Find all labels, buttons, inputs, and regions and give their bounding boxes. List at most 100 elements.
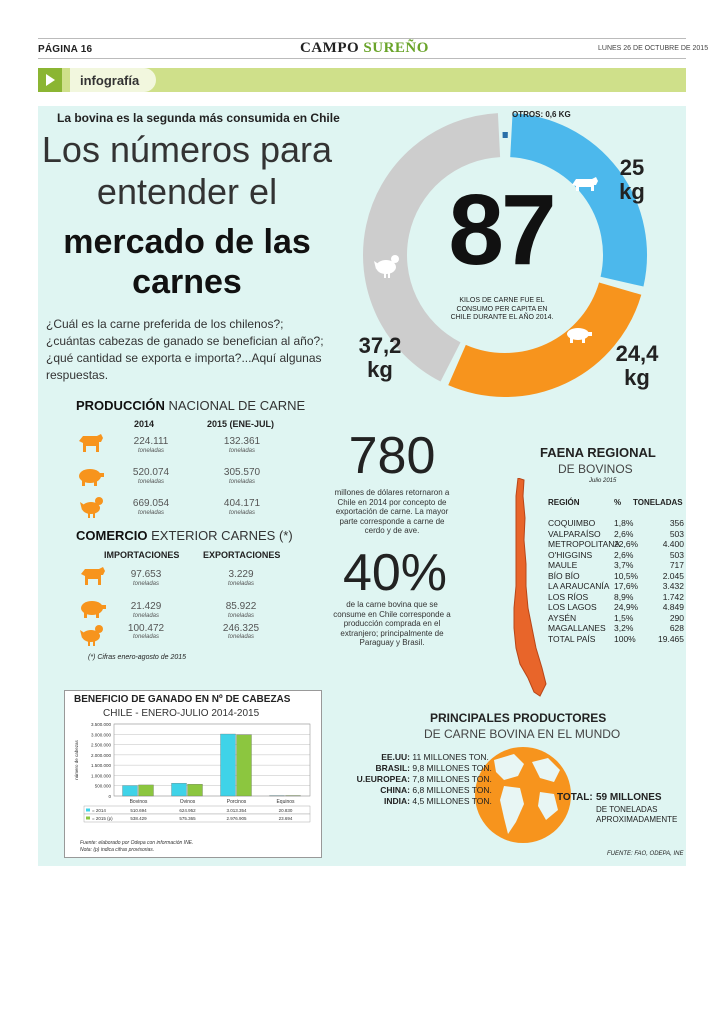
- productores-subtitle: DE CARNE BOVINA EN EL MUNDO: [424, 727, 621, 741]
- chart-category-label: Porcinos: [227, 799, 247, 805]
- faena-header-pct: %: [614, 498, 622, 507]
- produccion-header-2014: 2014: [134, 419, 155, 429]
- produccion-title-bold: PRODUCCIÓN: [76, 398, 165, 413]
- productores-total-label: TOTAL:: [557, 792, 593, 803]
- chart-data-label: 624.952: [179, 808, 196, 813]
- porcino-kg-unit: kg: [624, 365, 650, 390]
- play-icon: [46, 74, 55, 86]
- header-rule-top: [38, 38, 686, 39]
- chart-bar-2015: [187, 784, 203, 797]
- comercio-unit: toneladas: [132, 613, 160, 619]
- faena-region: AYSÉN: [548, 612, 577, 623]
- faena-pct: 24,9%: [614, 602, 639, 612]
- chart-ytick: 2.500.000: [91, 743, 112, 748]
- consumption-total: 87: [448, 174, 556, 286]
- faena-ton: 290: [669, 612, 684, 623]
- chart-data-label: 3.013.354: [226, 808, 247, 813]
- stat-780-number: 780: [348, 427, 436, 485]
- stat-40-text: de la carne bovina que se consume en Chi…: [333, 600, 451, 647]
- chart-plot-area: [113, 723, 311, 797]
- intro-text: ¿Cuál es la carne preferida de los chile…: [46, 317, 324, 382]
- pig-icon: [79, 469, 104, 486]
- comercio-ave-imp: 100.472: [127, 623, 165, 634]
- issue-date: LUNES 26 DE OCTUBRE DE 2015: [598, 45, 709, 52]
- produccion-unit: toneladas: [137, 448, 165, 454]
- productor-value: 11 MILLONES TON.: [410, 752, 489, 762]
- comercio-ave-exp: 246.325: [222, 623, 260, 634]
- bovino-kg: 25 kg: [610, 156, 654, 204]
- masthead: CAMPO SUREÑO: [300, 40, 429, 57]
- chart-legend-label: = 2014: [92, 808, 106, 813]
- comercio-unit: toneladas: [227, 613, 255, 619]
- headline-line-3: mercado de las: [63, 223, 311, 261]
- productores-total-value: 59 MILLONES: [596, 792, 662, 803]
- chart-data-label: 575.365: [179, 816, 196, 821]
- productor-value: 4,5 MILLONES TON.: [410, 796, 492, 806]
- otros-label: OTROS: 0,6 KG: [512, 110, 571, 119]
- produccion-header-2015: 2015 (ENE-JUL): [207, 419, 275, 429]
- comercio-unit: toneladas: [132, 581, 160, 587]
- faena-region: MAULE: [548, 560, 578, 570]
- faena-pct: 100%: [614, 633, 636, 644]
- chile-map: [513, 478, 547, 697]
- comercio-title-rest: EXTERIOR CARNES (*): [147, 528, 293, 543]
- pig-icon: [567, 328, 592, 343]
- productor-country: EE.UU:: [381, 752, 410, 762]
- chart-category-label: Equinos: [276, 799, 295, 805]
- bovino-kg-unit: kg: [619, 179, 645, 204]
- consumption-donut: [363, 113, 647, 397]
- productor-row: BRASIL: 9,8 MILLONES TON.: [300, 763, 492, 773]
- produccion-ave-2015: 404.171: [223, 498, 261, 509]
- faena-ton: 3.432: [662, 581, 684, 591]
- productor-row: CHINA: 6,8 MILLONES TON.: [300, 785, 492, 795]
- comercio-bovino-exp: 3.229: [228, 569, 254, 580]
- faena-pct: 8,9%: [614, 591, 634, 602]
- productor-country: CHINA:: [380, 785, 410, 795]
- faena-region: VALPARAÍSO: [548, 528, 601, 539]
- faena-pct: 2,6%: [614, 528, 634, 539]
- produccion-porcino-2014: 520.074: [132, 467, 170, 478]
- comercio-note: (*) Cifras enero-agosto de 2015: [88, 654, 187, 661]
- chart-frame: [64, 690, 322, 858]
- faena-pct: 2,6%: [614, 549, 634, 560]
- chart-ytick: 1.500.000: [91, 763, 112, 768]
- faena-pct: 1,5%: [614, 612, 634, 623]
- faena-ton: 356: [669, 518, 684, 528]
- donut-segments: [363, 113, 647, 397]
- cow-icon: [572, 177, 598, 191]
- faena-header-ton: TONELADAS: [633, 498, 683, 507]
- produccion-ave-2014: 669.054: [132, 498, 170, 509]
- page-number: PÁGINA 16: [38, 44, 93, 55]
- chart-source: Fuente: elaborado por Odepa con informac…: [80, 840, 193, 853]
- produccion-title: PRODUCCIÓN NACIONAL DE CARNE: [76, 398, 305, 413]
- productor-value: 7,8 MILLONES TON.: [410, 774, 492, 784]
- chart-data-label: 510.694: [130, 808, 147, 813]
- comercio-porcino-exp: 85.922: [225, 601, 257, 612]
- productor-country: INDIA:: [384, 796, 410, 806]
- chicken-icon: [80, 497, 103, 518]
- productor-value: 6,8 MILLONES TON.: [410, 785, 492, 795]
- faena-title: FAENA REGIONAL: [540, 445, 656, 460]
- masthead-campo: CAMPO: [300, 40, 360, 56]
- chart-legend-swatch: [86, 816, 90, 820]
- fuente: FUENTE: FAO, ODEPA, INE: [607, 851, 684, 857]
- chart-subtitle: CHILE - ENERO-JULIO 2014-2015: [103, 708, 260, 719]
- bovino-kg-value: 25: [619, 155, 645, 180]
- chart-category-label: Bovinos: [130, 799, 148, 805]
- faena-ton: 628: [669, 623, 684, 633]
- faena-region: BÍO BÍO: [548, 570, 580, 581]
- chart-data-label: 2.976.905: [226, 816, 247, 821]
- faena-ton: 4.849: [662, 602, 684, 612]
- chart-ytick: 0: [108, 794, 111, 799]
- faena-subtitle: DE BOVINOS: [558, 462, 633, 476]
- comercio-title-bold: COMERCIO: [76, 528, 148, 543]
- donut-segment-porcino: [448, 281, 642, 397]
- ave-kg: 37,2 kg: [352, 334, 408, 382]
- chart-table-row: [83, 813, 311, 823]
- headline-line-1: Los números para: [41, 129, 333, 170]
- faena-ton: 503: [669, 528, 684, 539]
- ave-kg-unit: kg: [367, 357, 393, 382]
- chart-bar-2014: [220, 733, 236, 797]
- comercio-header-exp: EXPORTACIONES: [203, 550, 281, 560]
- chart-source-line: Fuente: elaborado por Odepa con informac…: [80, 840, 194, 846]
